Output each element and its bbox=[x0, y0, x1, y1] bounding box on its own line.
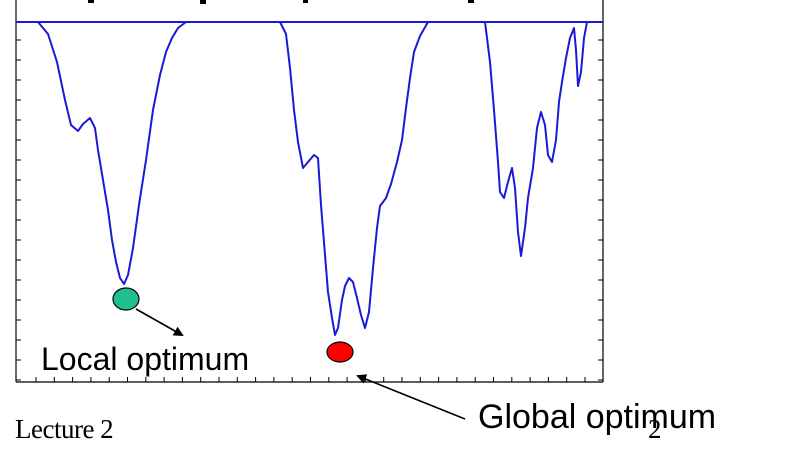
plot-frame bbox=[15, 0, 604, 383]
global-arrow bbox=[356, 374, 466, 420]
lecture-footer: Lecture 2 bbox=[15, 414, 114, 444]
global-optimum-label: Global optimum bbox=[478, 398, 716, 436]
local-optimum-label: Local optimum bbox=[41, 341, 249, 377]
local-arrow bbox=[135, 308, 184, 336]
global-optimum-marker bbox=[326, 341, 354, 363]
local-optimum-marker bbox=[112, 287, 140, 311]
cropped-top-labels bbox=[88, 0, 474, 4]
page-number: 2 bbox=[648, 414, 662, 444]
axis-ticks bbox=[16, 39, 603, 382]
fitness-curve bbox=[16, 21, 603, 336]
